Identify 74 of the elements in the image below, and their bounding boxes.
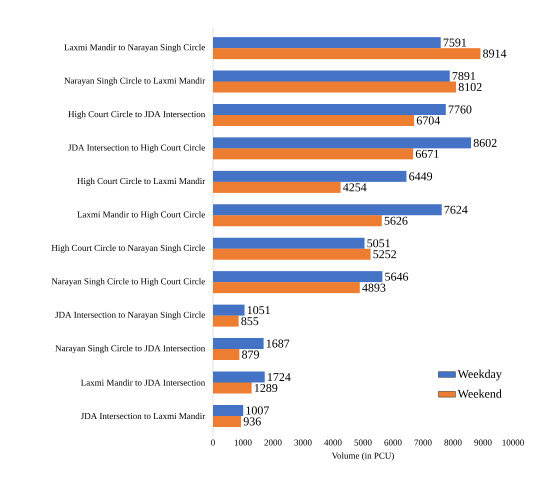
y-tick-label: Laxmi Mandir to Narayan Singh Circle — [64, 44, 205, 52]
data-label: 879 — [242, 350, 260, 359]
bar — [213, 416, 242, 427]
data-label: 1051 — [248, 306, 270, 314]
x-tick-label: 4000 — [324, 440, 342, 446]
bar — [213, 137, 472, 148]
x-tick-label: 10000 — [502, 440, 524, 446]
bar — [213, 114, 414, 126]
y-tick-label: Laxmi Mandir to High Court Circle — [77, 211, 205, 220]
bar — [213, 271, 382, 282]
x-tick-label: 6000 — [384, 440, 402, 446]
x-tick-label: 3000 — [294, 440, 312, 446]
x-tick-label: 7000 — [414, 440, 432, 446]
x-tick-label: 1000 — [234, 440, 252, 446]
data-label: 4893 — [362, 284, 386, 292]
data-label: 1007 — [246, 406, 269, 414]
y-tick-label: Narayan Singh Circle to High Court Circle — [52, 278, 205, 286]
x-tick-label: 2000 — [264, 440, 282, 446]
bar — [213, 48, 480, 60]
y-tick-label: JDA Intersection to Narayan Singh Circle — [55, 312, 205, 320]
data-label: 8914 — [483, 50, 506, 58]
bar — [213, 382, 252, 394]
bar — [213, 82, 456, 93]
data-label: 855 — [241, 317, 258, 326]
data-label: 6449 — [409, 172, 432, 180]
data-label: 5646 — [385, 272, 408, 281]
bar — [213, 404, 244, 416]
data-label: 8602 — [474, 138, 497, 147]
legend-label: Weekend — [458, 389, 502, 398]
data-label: 7891 — [452, 72, 476, 80]
data-label: 6704 — [416, 116, 440, 124]
data-label: 1724 — [268, 373, 291, 381]
data-label: 7760 — [448, 105, 472, 114]
x-tick-label: 0 — [211, 440, 215, 446]
x-tick-label: 9000 — [474, 440, 492, 446]
bar — [213, 215, 382, 226]
data-label: 6671 — [416, 150, 439, 158]
bar — [213, 148, 414, 160]
y-tick-label: Narayan Singh Circle to Laxmi Mandir — [64, 77, 206, 86]
data-label: 4254 — [343, 183, 367, 192]
x-tick-label: 5000 — [354, 440, 372, 446]
data-label: 5051 — [367, 239, 390, 248]
data-label: 5252 — [373, 250, 396, 258]
x-tick-label: 8000 — [444, 440, 462, 446]
y-tick-label: JDA Intersection to High Court Circle — [68, 144, 205, 152]
bar — [213, 304, 245, 316]
x-axis-title: Volume (in PCU) — [332, 452, 394, 461]
data-label: 7591 — [444, 38, 466, 47]
bar — [213, 316, 239, 327]
y-tick-label: Laxmi Mandir to JDA Intersection — [80, 379, 206, 386]
data-label: 5626 — [384, 216, 408, 225]
bar — [213, 204, 442, 216]
y-tick-label: High Court Circle to JDA Intersection — [68, 110, 206, 120]
bar — [213, 70, 450, 82]
y-tick-label: High Court Circle to Laxmi Mandir — [77, 178, 206, 186]
bar — [213, 282, 360, 294]
bar — [213, 371, 265, 382]
bar — [213, 37, 441, 48]
data-label: 8102 — [458, 82, 482, 92]
data-label: 1687 — [266, 340, 290, 348]
bar — [213, 338, 264, 350]
y-tick-label: High Court Circle to Narayan Singh Circle — [52, 244, 205, 253]
y-tick-label: Narayan Singh Circle to JDA Intersection — [55, 344, 206, 354]
data-label: 1289 — [254, 384, 278, 392]
bar — [213, 238, 365, 249]
bar — [213, 182, 341, 193]
legend-label: Weekday — [458, 370, 502, 380]
data-label: 7624 — [444, 206, 468, 214]
bar — [213, 248, 371, 260]
bar — [213, 104, 446, 115]
data-label: 936 — [244, 417, 261, 426]
bar — [213, 349, 240, 360]
bar — [213, 170, 406, 182]
y-tick-label: JDA Intersection to Laxmi Mandir — [80, 412, 206, 420]
